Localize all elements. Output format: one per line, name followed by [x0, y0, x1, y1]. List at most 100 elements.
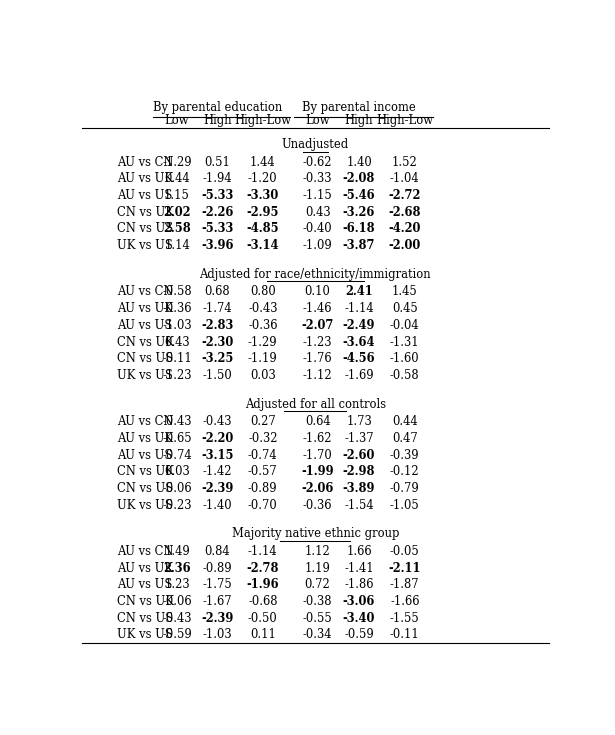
Text: CN vs UK: CN vs UK [117, 465, 175, 478]
Text: -1.04: -1.04 [390, 173, 419, 185]
Text: 0.84: 0.84 [205, 545, 230, 558]
Text: -2.20: -2.20 [201, 432, 234, 445]
Text: AU vs UK: AU vs UK [117, 173, 173, 185]
Text: -3.06: -3.06 [343, 595, 375, 608]
Text: UK vs US: UK vs US [117, 369, 173, 382]
Text: -0.43: -0.43 [203, 415, 232, 429]
Text: AU vs UK: AU vs UK [117, 562, 173, 575]
Text: -3.64: -3.64 [343, 336, 375, 348]
Text: -0.36: -0.36 [162, 302, 192, 315]
Text: 0.72: 0.72 [304, 578, 330, 592]
Text: 1.66: 1.66 [346, 545, 372, 558]
Text: -3.15: -3.15 [201, 448, 234, 462]
Text: By parental income: By parental income [302, 101, 416, 114]
Text: 0.47: 0.47 [392, 432, 418, 445]
Text: -3.40: -3.40 [343, 612, 375, 625]
Text: UK vs US: UK vs US [117, 499, 173, 512]
Text: Majority native ethnic group: Majority native ethnic group [231, 528, 399, 540]
Text: 0.44: 0.44 [392, 415, 418, 429]
Text: -0.70: -0.70 [248, 499, 277, 512]
Text: -0.89: -0.89 [248, 482, 277, 495]
Text: -0.34: -0.34 [303, 628, 332, 642]
Text: -2.07: -2.07 [301, 319, 334, 332]
Text: AU vs US: AU vs US [117, 448, 173, 462]
Text: -2.60: -2.60 [343, 448, 375, 462]
Text: -0.43: -0.43 [248, 302, 277, 315]
Text: -2.78: -2.78 [247, 562, 279, 575]
Text: -2.39: -2.39 [201, 612, 234, 625]
Text: -0.36: -0.36 [248, 319, 277, 332]
Text: 0.51: 0.51 [205, 156, 231, 169]
Text: -3.87: -3.87 [343, 239, 375, 252]
Text: -4.85: -4.85 [247, 223, 279, 235]
Text: 1.14: 1.14 [164, 239, 190, 252]
Text: -0.11: -0.11 [162, 352, 192, 365]
Text: AU vs CN: AU vs CN [117, 545, 174, 558]
Text: -1.42: -1.42 [203, 465, 232, 478]
Text: -1.14: -1.14 [248, 545, 277, 558]
Text: -0.40: -0.40 [303, 223, 332, 235]
Text: -1.23: -1.23 [162, 369, 192, 382]
Text: -1.46: -1.46 [303, 302, 332, 315]
Text: 0.64: 0.64 [305, 415, 330, 429]
Text: -2.06: -2.06 [301, 482, 334, 495]
Text: 0.68: 0.68 [205, 285, 230, 298]
Text: -5.33: -5.33 [201, 189, 234, 202]
Text: -0.43: -0.43 [162, 612, 192, 625]
Text: -2.08: -2.08 [343, 173, 375, 185]
Text: 1.40: 1.40 [346, 156, 372, 169]
Text: UK vs US: UK vs US [117, 628, 173, 642]
Text: -0.11: -0.11 [390, 628, 419, 642]
Text: -0.43: -0.43 [162, 415, 192, 429]
Text: -2.26: -2.26 [201, 206, 234, 219]
Text: -0.38: -0.38 [303, 595, 332, 608]
Text: 0.11: 0.11 [250, 628, 276, 642]
Text: High-Low: High-Low [376, 114, 434, 127]
Text: Low: Low [165, 114, 189, 127]
Text: 0.03: 0.03 [164, 465, 190, 478]
Text: Unadjusted: Unadjusted [282, 138, 349, 151]
Text: -2.49: -2.49 [343, 319, 375, 332]
Text: 1.23: 1.23 [164, 578, 190, 592]
Text: -1.03: -1.03 [162, 319, 192, 332]
Text: CN vs US: CN vs US [117, 482, 173, 495]
Text: Adjusted for all controls: Adjusted for all controls [245, 398, 386, 411]
Text: 1.15: 1.15 [164, 189, 190, 202]
Text: Adjusted for race/ethnicity/immigration: Adjusted for race/ethnicity/immigration [199, 268, 431, 281]
Text: -2.98: -2.98 [343, 465, 375, 478]
Text: -0.74: -0.74 [162, 448, 192, 462]
Text: CN vs UK: CN vs UK [117, 336, 175, 348]
Text: -1.03: -1.03 [203, 628, 232, 642]
Text: CN vs US: CN vs US [117, 612, 173, 625]
Text: AU vs CN: AU vs CN [117, 156, 174, 169]
Text: AU vs CN: AU vs CN [117, 285, 174, 298]
Text: -2.00: -2.00 [389, 239, 421, 252]
Text: -1.15: -1.15 [303, 189, 333, 202]
Text: -1.70: -1.70 [303, 448, 333, 462]
Text: -0.33: -0.33 [303, 173, 332, 185]
Text: UK vs US: UK vs US [117, 239, 173, 252]
Text: AU vs US: AU vs US [117, 578, 173, 592]
Text: -0.89: -0.89 [203, 562, 232, 575]
Text: 1.19: 1.19 [304, 562, 330, 575]
Text: 0.10: 0.10 [304, 285, 330, 298]
Text: -3.25: -3.25 [201, 352, 234, 365]
Text: AU vs UK: AU vs UK [117, 302, 173, 315]
Text: -0.05: -0.05 [390, 545, 419, 558]
Text: -1.19: -1.19 [248, 352, 277, 365]
Text: -0.12: -0.12 [390, 465, 419, 478]
Text: -1.54: -1.54 [344, 499, 374, 512]
Text: -3.96: -3.96 [201, 239, 234, 252]
Text: -1.12: -1.12 [303, 369, 332, 382]
Text: -0.39: -0.39 [390, 448, 419, 462]
Text: -3.89: -3.89 [343, 482, 375, 495]
Text: -1.40: -1.40 [203, 499, 232, 512]
Text: -1.99: -1.99 [301, 465, 334, 478]
Text: -0.79: -0.79 [390, 482, 419, 495]
Text: -0.58: -0.58 [162, 285, 192, 298]
Text: -0.68: -0.68 [248, 595, 277, 608]
Text: -0.65: -0.65 [162, 432, 192, 445]
Text: AU vs US: AU vs US [117, 319, 173, 332]
Text: -2.68: -2.68 [389, 206, 421, 219]
Text: -1.20: -1.20 [248, 173, 277, 185]
